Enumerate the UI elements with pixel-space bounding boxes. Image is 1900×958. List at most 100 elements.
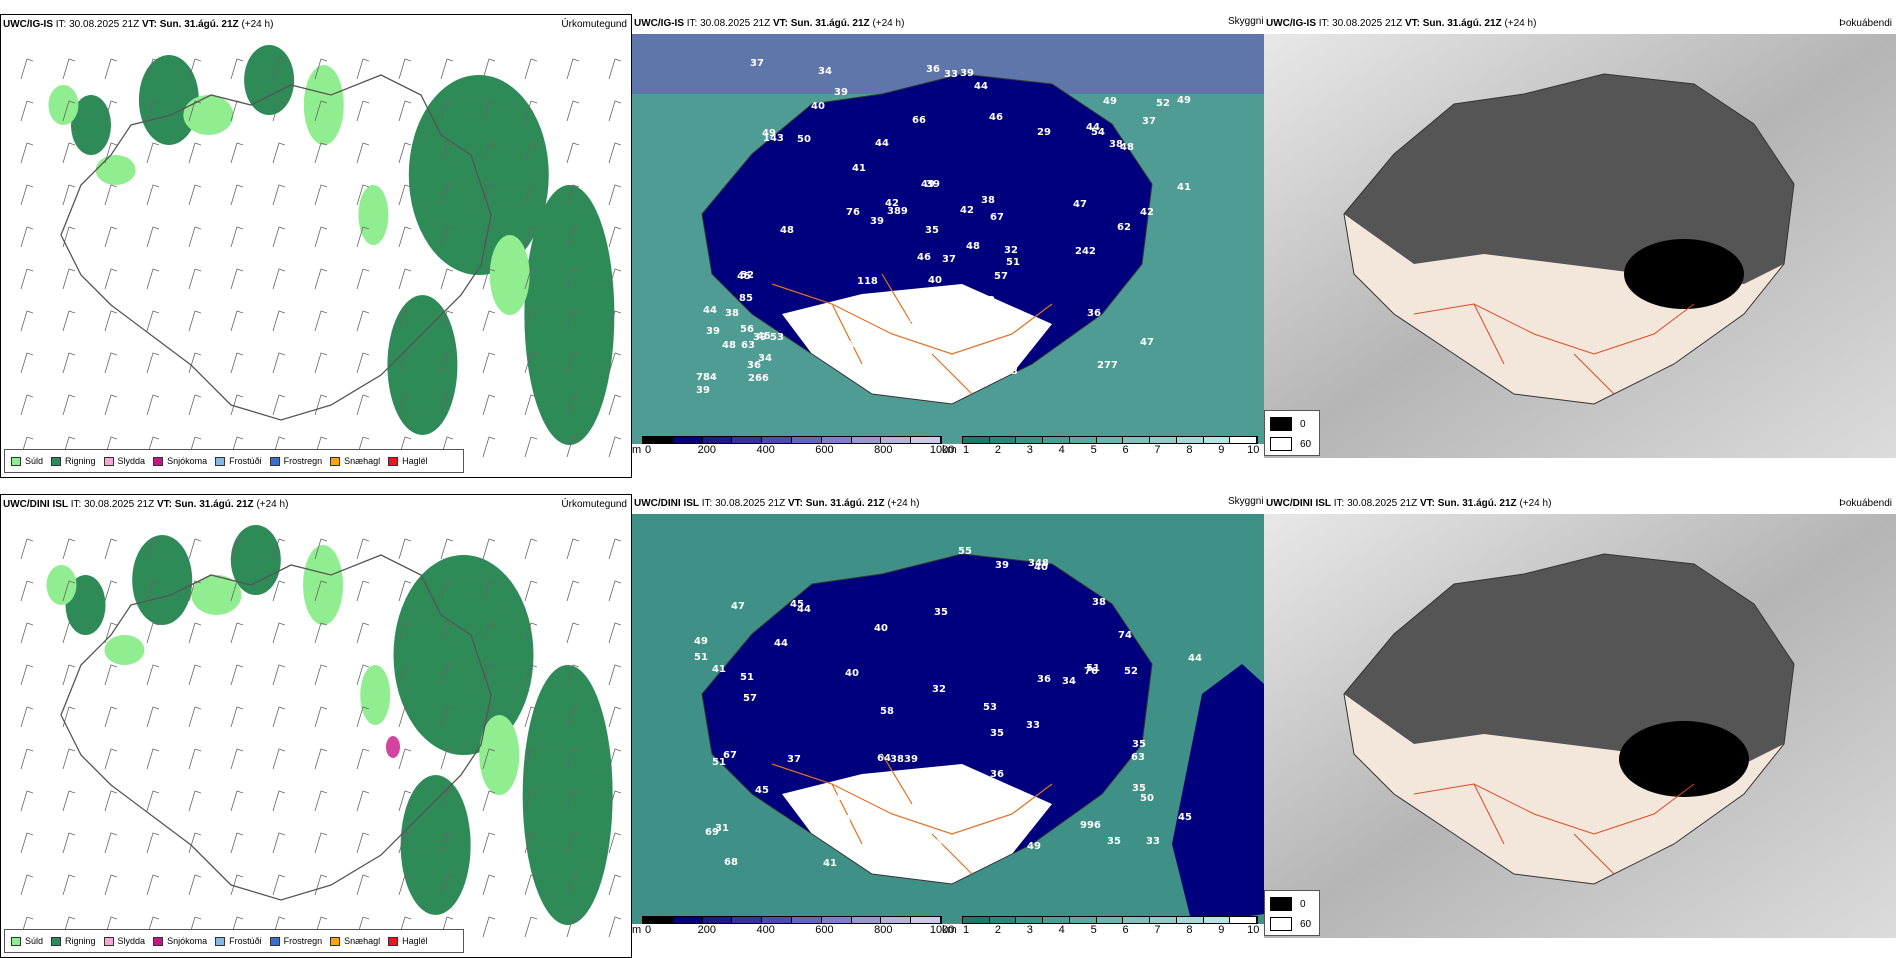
colorbar-tick: 3 xyxy=(1026,444,1033,456)
fog-label-60: 60 xyxy=(1300,918,1312,930)
precip-map[interactable] xyxy=(1,35,633,459)
wind-barb xyxy=(272,226,286,248)
ceiling-value: 40 xyxy=(900,861,914,872)
ceiling-value: 47 xyxy=(1140,337,1154,348)
wind-barb xyxy=(524,352,538,374)
colorbar-segment xyxy=(963,437,990,443)
fog-map[interactable] xyxy=(1264,34,1896,458)
ceiling-value: 41 xyxy=(1177,182,1191,193)
wind-barb xyxy=(314,226,328,248)
precip-area xyxy=(48,85,79,125)
wind-barb xyxy=(398,394,412,416)
ceiling-value: 50 xyxy=(1140,793,1154,804)
colorbar-segment xyxy=(1043,917,1070,923)
ceiling-value: 69 xyxy=(705,827,719,838)
init-time: IT: 30.08.2025 21Z xyxy=(55,19,140,30)
wind-barb xyxy=(20,142,34,164)
ceiling-value: 49 xyxy=(762,128,776,139)
colorbar-segment xyxy=(762,917,792,923)
wind-barb xyxy=(440,268,454,290)
valid-label: VT: xyxy=(156,499,172,510)
wind-barb xyxy=(524,436,538,458)
wind-barb xyxy=(20,184,34,206)
ceiling-value: 52 xyxy=(740,270,754,281)
wind-barb xyxy=(482,580,496,602)
wind-barb xyxy=(20,832,34,854)
wind-barb xyxy=(104,790,118,812)
visibility-map[interactable]: 40 42 389 277 85 143 67 255 118 52 54 39 49 49 37 44 34 3… xyxy=(632,34,1264,444)
valid-time: Sun. 31.ágú. 21Z xyxy=(1437,498,1517,509)
colorbar-segment xyxy=(732,437,763,443)
wind-barb xyxy=(188,184,202,206)
precip-map[interactable] xyxy=(1,515,633,939)
wind-barb xyxy=(188,268,202,290)
legend-item: Snjókoma xyxy=(153,456,207,466)
wind-barb xyxy=(104,142,118,164)
ceiling-value: 38 xyxy=(981,195,995,206)
field-name: Þokuábendi xyxy=(1839,18,1892,29)
ceiling-value: 63 xyxy=(741,340,755,351)
wind-barb xyxy=(62,100,76,122)
ceiling-value: 66 xyxy=(912,115,926,126)
ceiling-value: 45 xyxy=(757,331,771,342)
wind-barb xyxy=(314,184,328,206)
legend-item: Rigning xyxy=(51,456,96,466)
colorbar-segment xyxy=(1123,917,1151,923)
colorbar-segment xyxy=(1016,437,1044,443)
visibility-map[interactable]: 40 41 33 996 69 46 45 49 55 36 39 35 38 41 50 51 63 68 44 3… xyxy=(632,514,1264,924)
model-name: UWC/DINI ISL xyxy=(3,499,68,510)
wind-barb xyxy=(356,706,370,728)
ceiling-value: 39 xyxy=(844,814,858,825)
lead-time: (+24 h) xyxy=(1504,18,1537,29)
panel-header: UWC/DINI ISL IT: 30.08.2025 21Z VT: Sun.… xyxy=(1264,494,1896,514)
model-name: UWC/IG-IS xyxy=(634,18,684,29)
ceiling-value: 49 xyxy=(816,794,830,805)
wind-barb xyxy=(272,58,286,80)
precip-area xyxy=(387,295,458,435)
precip-area xyxy=(244,45,295,115)
wind-barb xyxy=(398,832,412,854)
colorbar-tick: 600 xyxy=(815,924,834,936)
vis-colorbar-top: km 1 2 3 4 5 6 7 8 9 10 xyxy=(942,436,1262,456)
wind-barb xyxy=(524,706,538,728)
wind-barb xyxy=(482,748,496,770)
ceiling-value: 85 xyxy=(739,293,753,304)
colorbar-tick: 5 xyxy=(1090,444,1097,456)
wind-barb xyxy=(566,100,580,122)
ceiling-value: 48 xyxy=(722,340,736,351)
wind-barb xyxy=(314,394,328,416)
ceiling-value: 76 xyxy=(1084,666,1098,677)
fog-map[interactable] xyxy=(1264,514,1896,938)
wind-barb xyxy=(482,790,496,812)
ceiling-value: 44 xyxy=(703,305,717,316)
precip-area xyxy=(191,575,242,615)
fog-swatch-0 xyxy=(1270,417,1292,431)
colorbar-tick: 800 xyxy=(874,444,893,456)
wind-barb xyxy=(566,748,580,770)
wind-barb xyxy=(20,748,34,770)
wind-barb xyxy=(146,748,160,770)
colorbar-segment xyxy=(672,917,703,923)
wind-barb xyxy=(62,580,76,602)
wind-barb xyxy=(566,352,580,374)
wind-barb xyxy=(230,394,244,416)
wind-barb xyxy=(440,352,454,374)
ceiling-value: 35 xyxy=(1132,783,1146,794)
wind-barb xyxy=(608,352,622,374)
wind-barb xyxy=(356,226,370,248)
ceiling-value: 35 xyxy=(874,840,888,851)
colorbar-segment xyxy=(881,917,912,923)
ceiling-value: 47 xyxy=(1073,199,1087,210)
wind-barb xyxy=(398,100,412,122)
wind-barb xyxy=(314,748,328,770)
wind-barb xyxy=(20,580,34,602)
ceiling-value: 45 xyxy=(906,298,920,309)
wind-barb xyxy=(608,226,622,248)
ceiling-value: 33 xyxy=(944,69,958,80)
legend-label: Haglél xyxy=(402,456,428,466)
wind-barb xyxy=(482,58,496,80)
wind-barb xyxy=(440,142,454,164)
init-time: IT: 30.08.2025 21Z xyxy=(1318,18,1403,29)
wind-barb xyxy=(608,184,622,206)
legend-label: Frostúði xyxy=(229,456,262,466)
